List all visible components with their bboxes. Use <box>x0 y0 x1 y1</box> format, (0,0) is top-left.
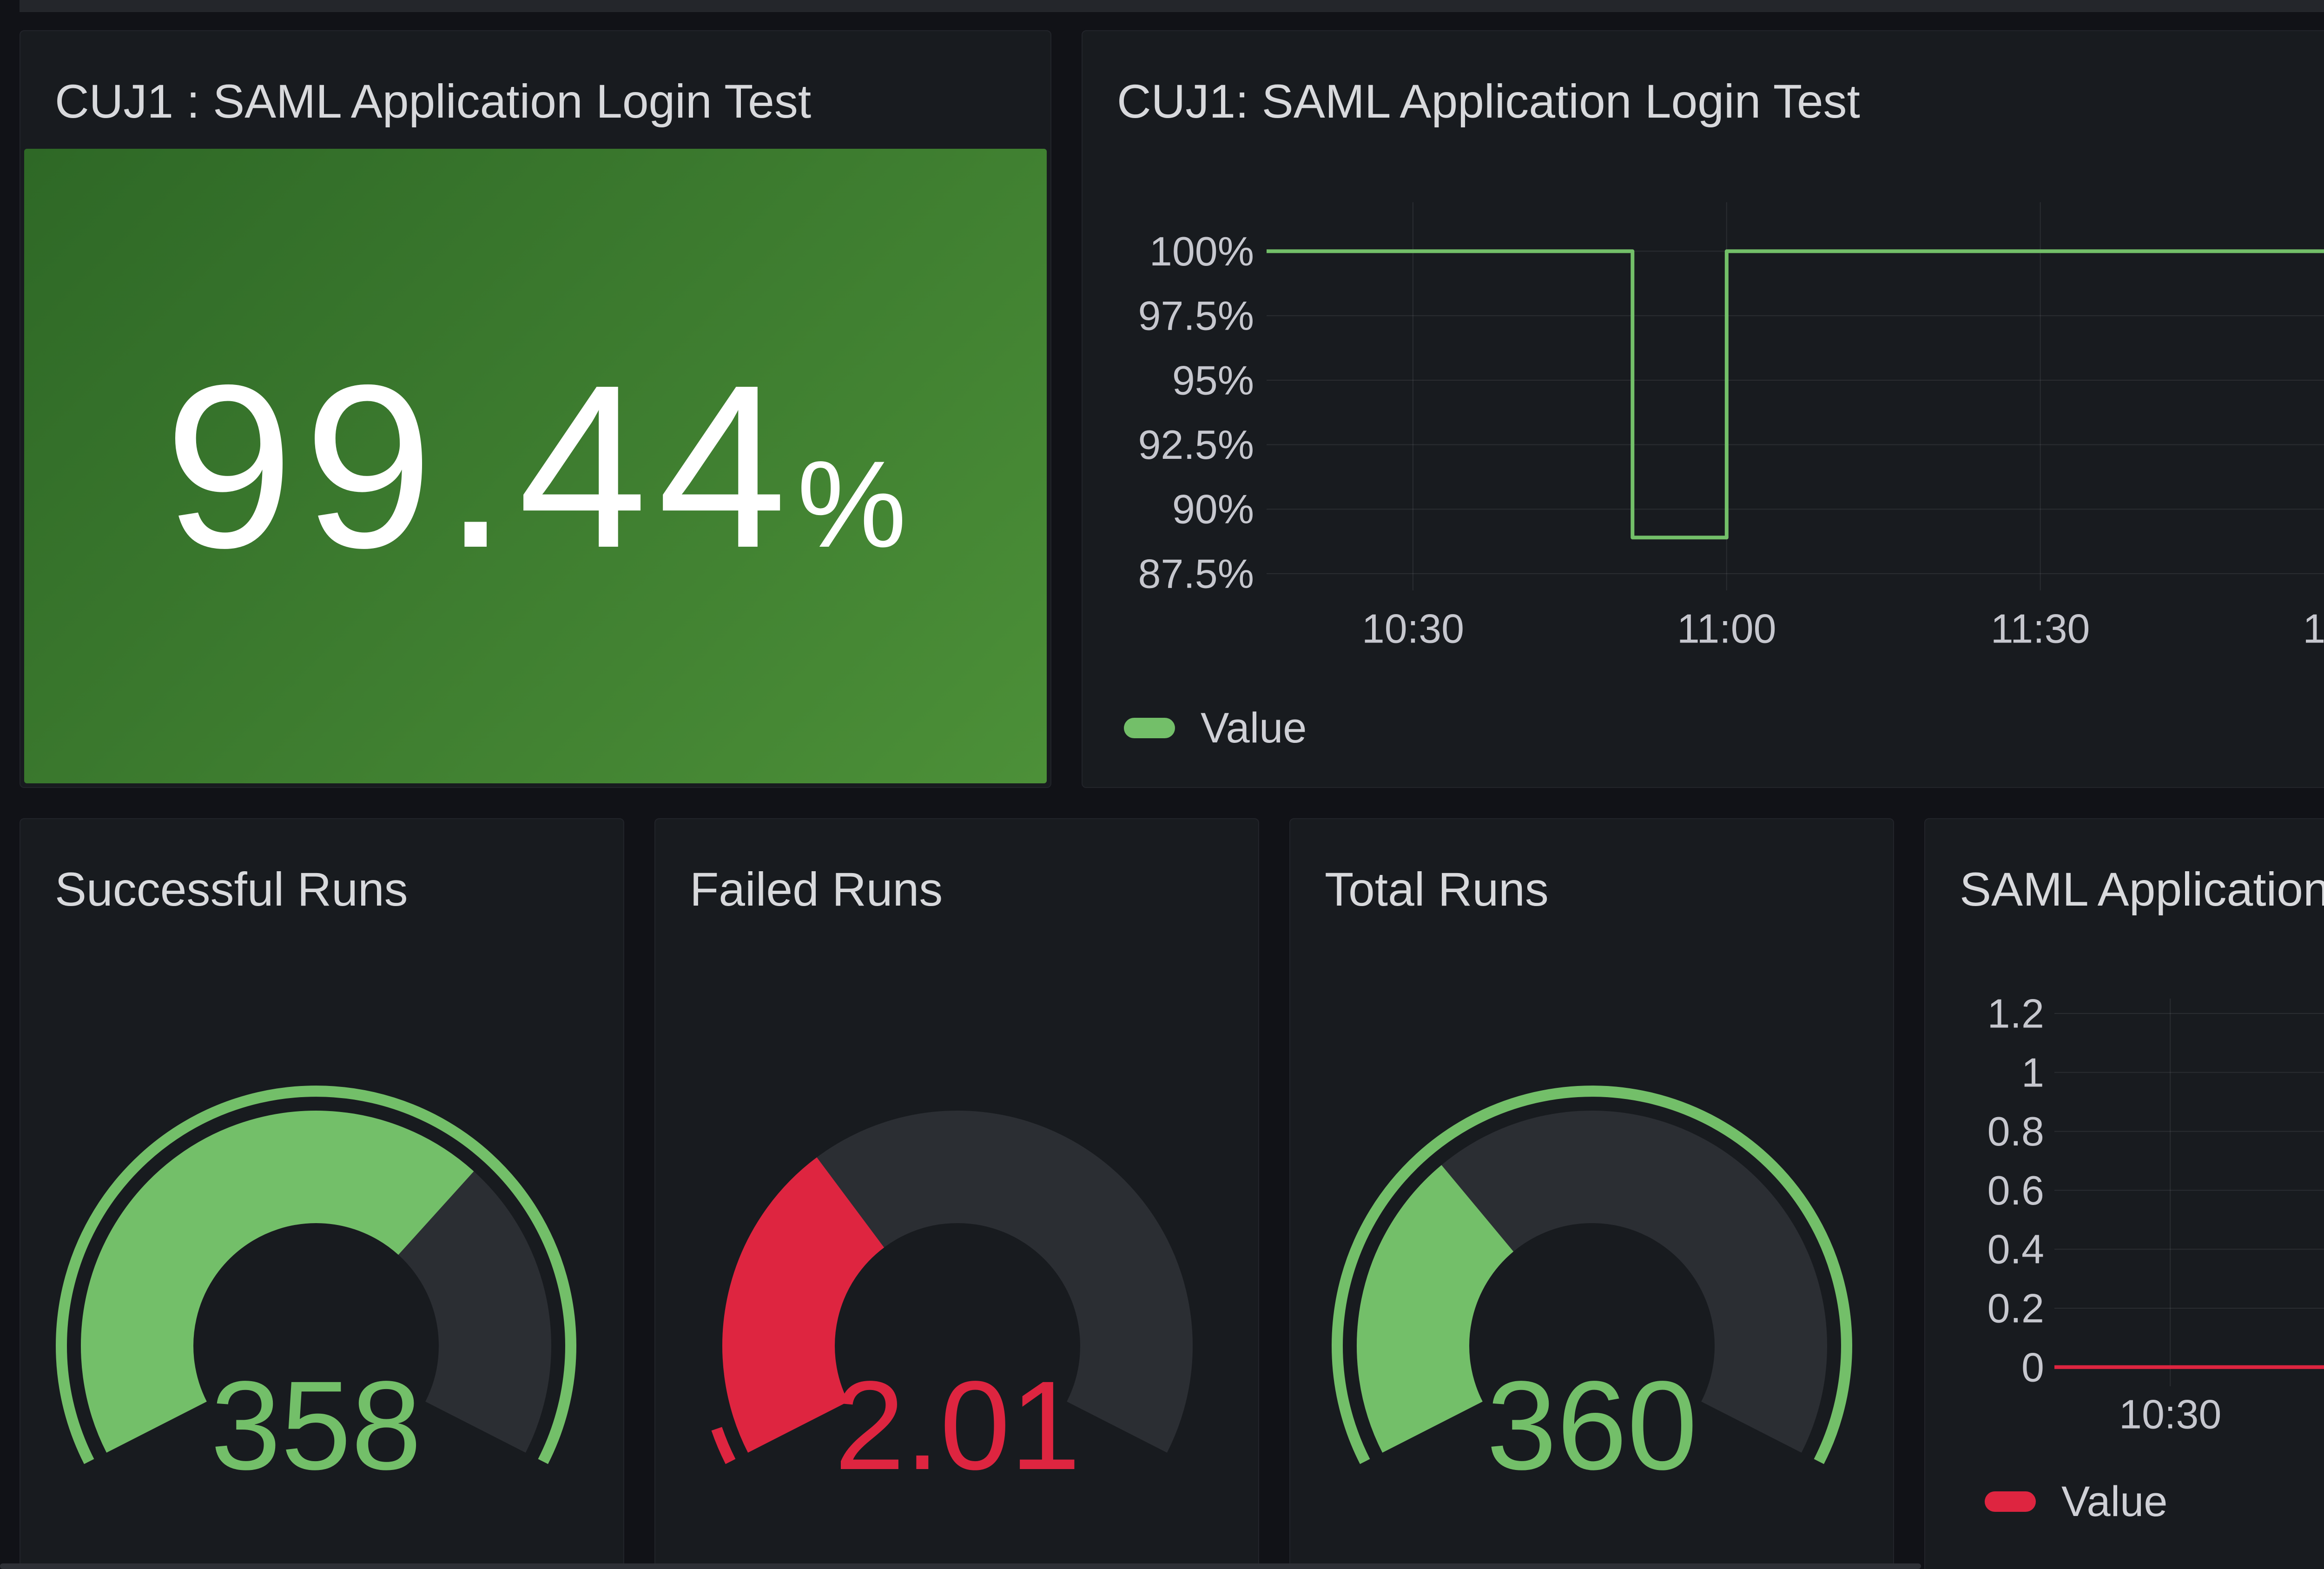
series-line-success_rate_chart <box>1267 249 2324 540</box>
y-tick-label: 0.8 <box>1987 1108 2044 1154</box>
stat-number: 99.44 <box>164 336 797 596</box>
gauge-threshold-marker <box>711 1427 736 1464</box>
y-tick-label: 97.5% <box>1138 293 1254 339</box>
x-tick-label: 12:00 <box>2303 606 2324 652</box>
panel-title[interactable]: CUJ1 : SAML Application Login Test <box>55 75 812 128</box>
x-tick-label: 11:00 <box>1677 606 1776 652</box>
legend-swatch-green <box>1124 718 1175 738</box>
gauge-fill <box>1357 1165 1514 1453</box>
panel-saml-login-stat: CUJ1 : SAML Application Login Test 99.44… <box>20 30 1051 788</box>
gauge-threshold-ring <box>56 1086 576 1464</box>
y-tick-label: 95% <box>1172 357 1254 403</box>
y-tick-label: 1.2 <box>1987 990 2044 1036</box>
panel-saml-login-timeseries: CUJ1: SAML Application Login Test <box>1082 30 2324 788</box>
x-tick-label: 11:30 <box>1991 606 2090 652</box>
legend-label: Value <box>2061 1478 2168 1525</box>
gauge-value: 358 <box>211 1355 422 1496</box>
stat-value: 99.44% <box>165 350 907 583</box>
y-tick-label: 87.5% <box>1138 550 1254 596</box>
legend-label: Value <box>1201 704 1307 752</box>
gauge-fill <box>722 1157 885 1453</box>
panel-title[interactable]: Successful Runs <box>55 863 408 916</box>
gauge-fill <box>81 1111 474 1453</box>
legend-item-value-success-chart[interactable]: Value <box>1124 704 1307 752</box>
y-tick-label: 92.5% <box>1138 422 1254 468</box>
gauge-threshold-ring <box>1332 1086 1852 1464</box>
y-tick-label: 1 <box>2021 1049 2044 1095</box>
panel-title[interactable]: SAML Application Login Failed Exec <box>1960 863 2324 916</box>
previous-row-panels-edge <box>20 0 2324 12</box>
legend-swatch-red <box>1985 1491 2036 1512</box>
panel-title[interactable]: Total Runs <box>1325 863 1549 916</box>
y-tick-label: 90% <box>1172 486 1254 532</box>
stat-unit: % <box>797 435 907 573</box>
panel-title[interactable]: Failed Runs <box>690 863 943 916</box>
x-tick-label: 10:30 <box>2119 1391 2221 1437</box>
x-tick-label: 10:30 <box>1362 606 1464 652</box>
series-line-failed_exec_chart <box>2054 1365 2324 1369</box>
horizontal-scrollbar[interactable] <box>0 1563 1921 1569</box>
gauge-value: 2.01 <box>834 1355 1080 1496</box>
y-tick-label: 0 <box>2021 1344 2044 1390</box>
stat-background: 99.44% <box>24 149 1047 783</box>
y-tick-label: 0.2 <box>1987 1285 2044 1331</box>
panel-title[interactable]: CUJ1: SAML Application Login Test <box>1117 75 1860 128</box>
y-tick-label: 0.6 <box>1987 1167 2044 1213</box>
panel-failed-executions-timeseries: SAML Application Login Failed Exec <box>1924 818 2324 1569</box>
legend-item-value-failed-chart[interactable]: Value <box>1985 1478 2168 1525</box>
y-tick-label: 100% <box>1149 228 1254 274</box>
gauge-value: 360 <box>1486 1355 1697 1496</box>
y-tick-label: 0.4 <box>1987 1226 2044 1272</box>
